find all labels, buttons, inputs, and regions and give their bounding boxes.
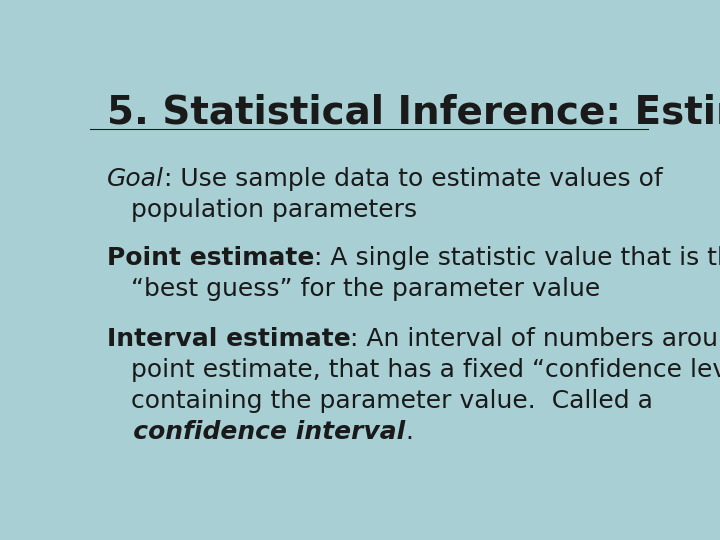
Text: Goal: Goal bbox=[107, 167, 163, 191]
Text: confidence interval: confidence interval bbox=[107, 420, 405, 444]
Text: 5. Statistical Inference: Estimation: 5. Statistical Inference: Estimation bbox=[107, 94, 720, 132]
Text: : Use sample data to estimate values of: : Use sample data to estimate values of bbox=[163, 167, 662, 191]
Text: : An interval of numbers around the: : An interval of numbers around the bbox=[351, 327, 720, 351]
Text: “best guess” for the parameter value: “best guess” for the parameter value bbox=[107, 277, 600, 301]
Text: containing the parameter value.  Called a: containing the parameter value. Called a bbox=[107, 389, 652, 413]
Text: Point estimate: Point estimate bbox=[107, 246, 314, 269]
Text: : A single statistic value that is the: : A single statistic value that is the bbox=[314, 246, 720, 269]
Text: point estimate, that has a fixed “confidence level” of: point estimate, that has a fixed “confid… bbox=[107, 358, 720, 382]
Text: .: . bbox=[405, 420, 413, 444]
Text: Interval estimate: Interval estimate bbox=[107, 327, 351, 351]
Text: population parameters: population parameters bbox=[107, 198, 417, 222]
